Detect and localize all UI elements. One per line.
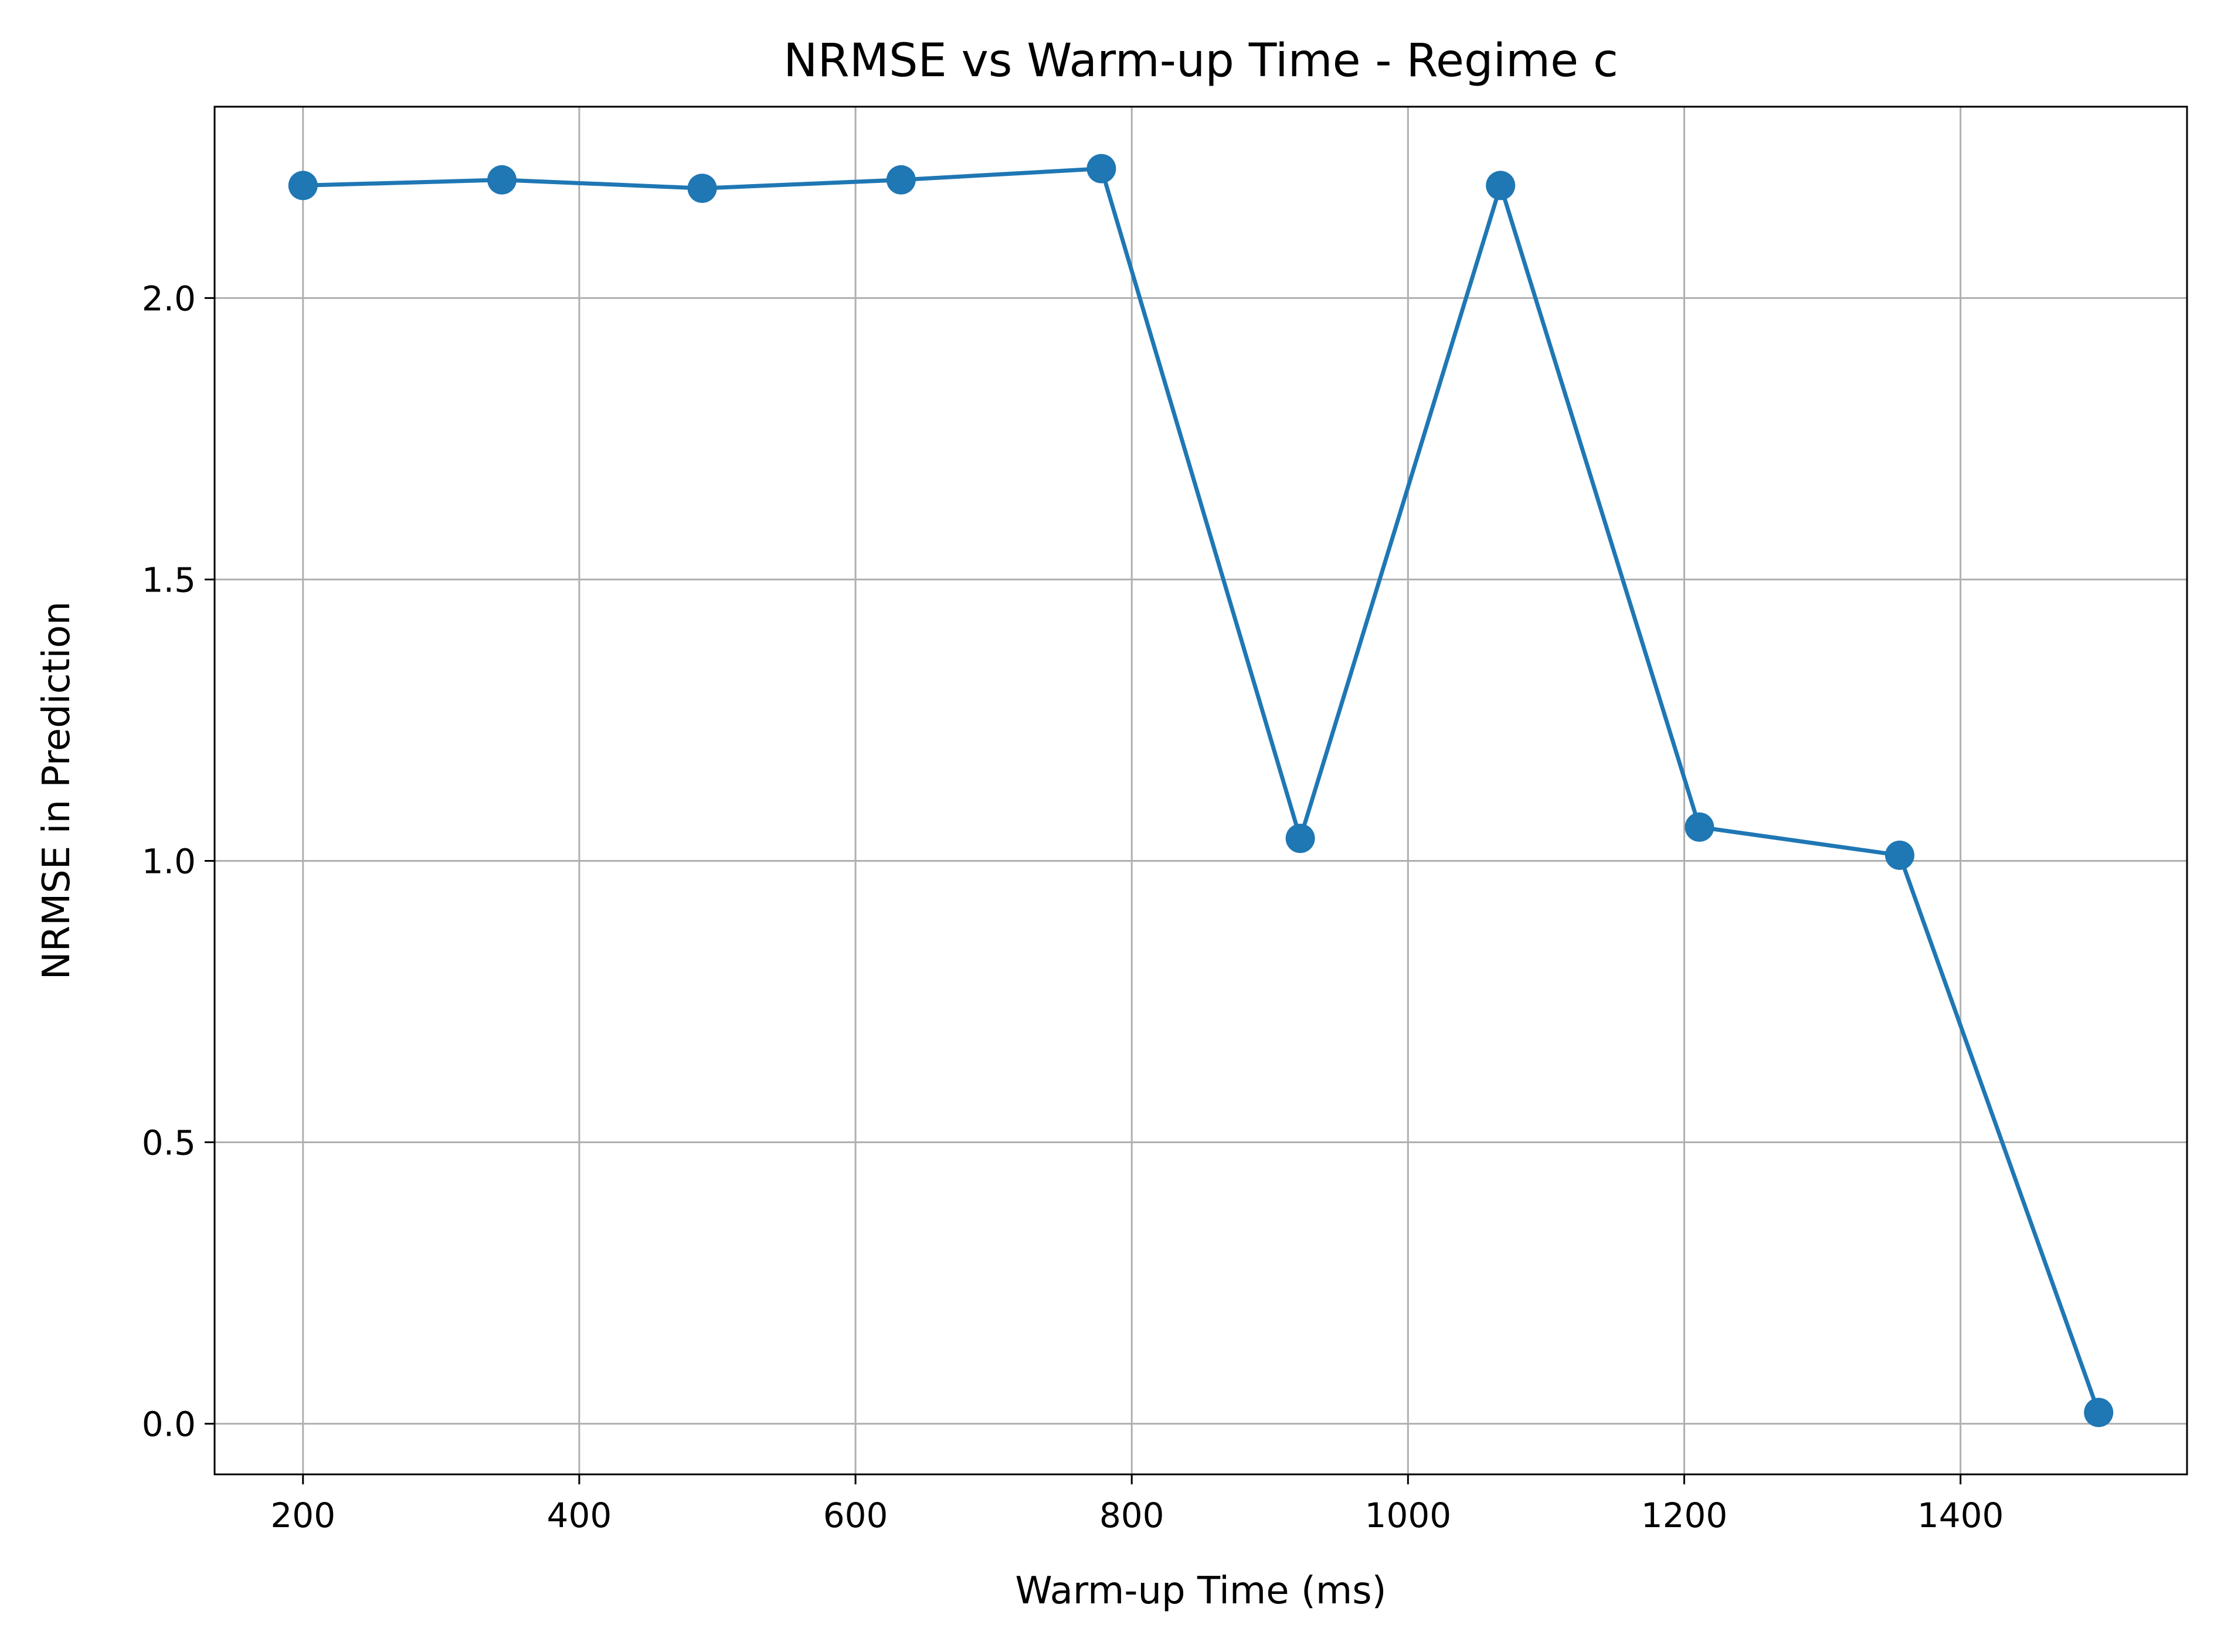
x-tick-label: 1000 <box>1365 1495 1452 1535</box>
data-point <box>1885 840 1915 870</box>
chart-title: NRMSE vs Warm-up Time - Regime c <box>783 35 1618 87</box>
data-point <box>687 174 717 203</box>
x-tick-label: 600 <box>823 1495 888 1535</box>
data-point <box>1086 154 1116 183</box>
x-tick-label: 1200 <box>1641 1495 1728 1535</box>
series-layer <box>288 154 2114 1427</box>
data-point <box>288 171 318 200</box>
x-axis-label: Warm-up Time (ms) <box>1015 1569 1386 1613</box>
axis-ticks: 200 400 600 800 1000 1200 1400 0.0 0.5 1.0 1.5 2.0 <box>142 278 2004 1535</box>
data-point <box>1486 171 1516 200</box>
y-axis-label: NRMSE in Prediction <box>35 601 79 980</box>
x-tick-label: 200 <box>270 1495 335 1535</box>
y-tick-label: 2.0 <box>142 278 196 318</box>
data-point <box>1285 824 1315 854</box>
x-tick-label: 1400 <box>1917 1495 2004 1535</box>
data-point <box>1685 812 1714 842</box>
series-line <box>303 166 2101 1413</box>
data-point <box>487 165 517 195</box>
y-tick-label: 1.0 <box>142 842 196 882</box>
data-point <box>886 165 916 195</box>
y-tick-label: 0.0 <box>142 1405 196 1444</box>
x-tick-label: 800 <box>1099 1495 1164 1535</box>
grid <box>215 107 2187 1474</box>
y-tick-label: 1.5 <box>142 560 196 600</box>
data-point <box>2084 1398 2114 1427</box>
y-tick-label: 0.5 <box>142 1123 196 1163</box>
plot-area-frame <box>213 106 2188 1476</box>
x-tick-label: 400 <box>547 1495 612 1535</box>
